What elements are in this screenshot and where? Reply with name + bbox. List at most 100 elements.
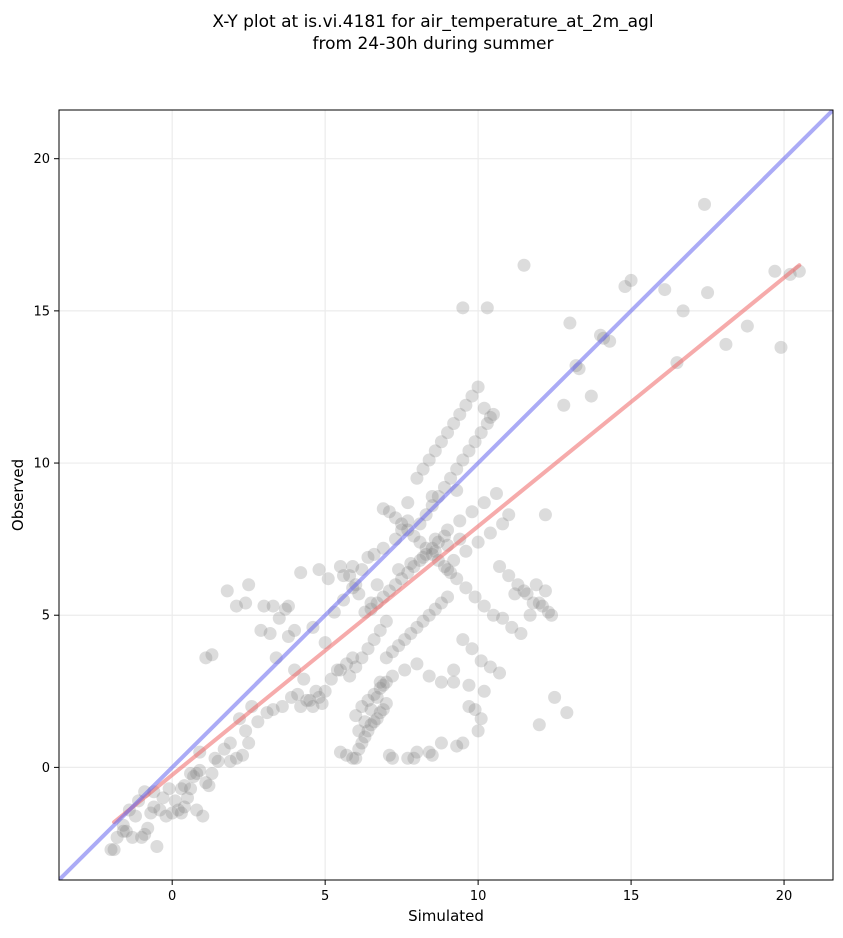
data-point xyxy=(474,426,488,440)
data-point xyxy=(493,666,507,680)
y-tick-label: 20 xyxy=(33,152,50,167)
data-point xyxy=(404,556,418,570)
data-point xyxy=(128,809,142,823)
data-point xyxy=(447,553,461,567)
data-point xyxy=(340,748,354,762)
data-point xyxy=(379,651,393,665)
data-point xyxy=(526,596,540,610)
data-point xyxy=(205,766,219,780)
data-point xyxy=(330,663,344,677)
data-point xyxy=(395,572,409,586)
data-point xyxy=(465,642,479,656)
data-point xyxy=(315,696,329,710)
data-point xyxy=(352,587,366,601)
data-point xyxy=(174,782,188,796)
data-point xyxy=(352,742,366,756)
data-point xyxy=(358,715,372,729)
data-point xyxy=(523,608,537,622)
data-point xyxy=(333,560,347,574)
data-point xyxy=(502,569,516,583)
data-point xyxy=(229,751,243,765)
data-point xyxy=(471,380,485,394)
data-point xyxy=(517,584,531,598)
identity-line xyxy=(59,110,833,880)
lines-layer xyxy=(59,110,833,880)
data-point xyxy=(208,751,222,765)
data-point xyxy=(272,611,286,625)
data-point xyxy=(367,687,381,701)
data-point xyxy=(425,499,439,513)
data-point xyxy=(150,840,164,854)
data-point xyxy=(471,724,485,738)
data-point xyxy=(459,398,473,412)
data-point xyxy=(251,715,265,729)
data-point xyxy=(385,645,399,659)
data-point xyxy=(493,560,507,574)
data-point xyxy=(511,578,525,592)
data-point xyxy=(517,258,531,272)
data-point xyxy=(202,779,216,793)
data-point xyxy=(434,435,448,449)
data-point xyxy=(459,581,473,595)
data-point xyxy=(532,718,546,732)
data-point xyxy=(373,681,387,695)
data-point xyxy=(740,319,754,333)
data-point xyxy=(187,770,201,784)
data-point xyxy=(119,824,133,838)
data-point xyxy=(392,639,406,653)
data-point xyxy=(217,742,231,756)
data-point xyxy=(373,623,387,637)
data-point xyxy=(110,830,124,844)
data-point xyxy=(349,751,363,765)
data-point xyxy=(444,471,458,485)
data-point xyxy=(459,544,473,558)
data-point xyxy=(382,748,396,762)
data-point xyxy=(447,663,461,677)
data-point xyxy=(410,471,424,485)
data-point xyxy=(223,736,237,750)
data-point xyxy=(425,547,439,561)
data-point xyxy=(462,444,476,458)
data-point xyxy=(376,703,390,717)
data-point xyxy=(425,541,439,555)
data-point xyxy=(141,821,155,835)
data-point xyxy=(300,693,314,707)
grid-layer xyxy=(59,110,833,880)
data-point xyxy=(260,706,274,720)
data-point xyxy=(266,703,280,717)
data-point xyxy=(441,563,455,577)
chart-title-line1: X-Y plot at is.vi.4181 for air_temperatu… xyxy=(212,12,653,32)
data-point xyxy=(285,690,299,704)
data-point xyxy=(138,827,152,841)
data-point xyxy=(370,578,384,592)
data-point xyxy=(306,700,320,714)
data-point xyxy=(483,660,497,674)
data-point xyxy=(480,416,494,430)
y-tick-label: 5 xyxy=(42,609,50,624)
y-axis-label: Observed xyxy=(9,459,27,531)
data-point xyxy=(428,602,442,616)
data-point xyxy=(190,803,204,817)
data-point xyxy=(413,535,427,549)
data-point xyxy=(453,407,467,421)
data-point xyxy=(434,675,448,689)
data-point xyxy=(477,496,491,510)
data-point xyxy=(419,541,433,555)
data-point xyxy=(434,736,448,750)
data-point xyxy=(343,669,357,683)
data-point xyxy=(389,578,403,592)
data-point xyxy=(437,529,451,543)
data-point xyxy=(505,620,519,634)
data-point xyxy=(471,535,485,549)
data-point xyxy=(107,843,121,857)
data-point xyxy=(125,830,139,844)
data-point xyxy=(318,684,332,698)
data-point xyxy=(453,514,467,528)
data-point xyxy=(401,751,415,765)
data-point xyxy=(229,599,243,613)
data-point xyxy=(456,736,470,750)
data-point xyxy=(401,523,415,537)
data-point xyxy=(346,560,360,574)
data-point xyxy=(376,678,390,692)
